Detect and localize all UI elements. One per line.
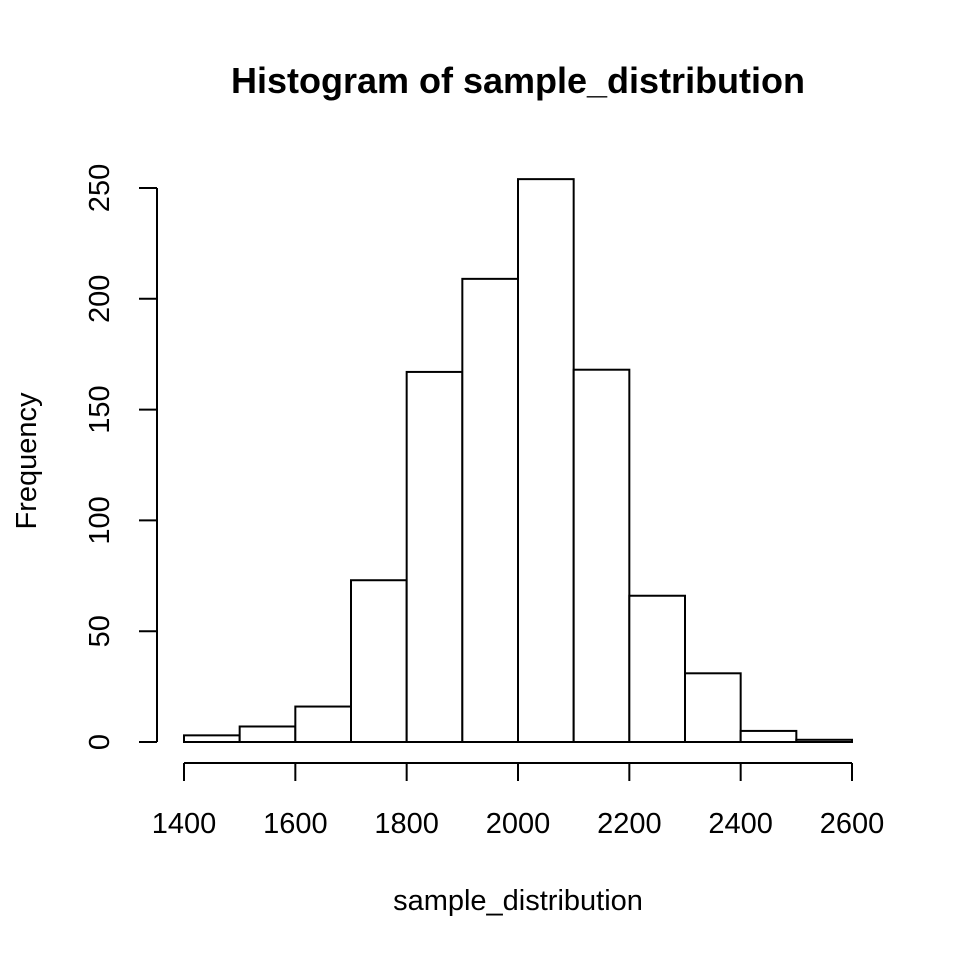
y-axis: 0 50 100 150 200 250 <box>84 164 158 750</box>
histogram-bar-10 <box>739 729 798 743</box>
y-tick-label-1: 50 <box>84 615 116 647</box>
histogram-bar-8 <box>628 594 686 744</box>
x-tick-label-0: 1400 <box>152 808 217 840</box>
x-tick-label-1: 1600 <box>263 808 328 840</box>
x-tick-label-5: 2400 <box>708 808 773 840</box>
histogram-bar-3 <box>350 579 408 743</box>
histogram-bar-9 <box>684 672 742 744</box>
histogram-bar-5 <box>461 277 520 743</box>
x-tick-label-4: 2200 <box>597 808 662 840</box>
y-tick-label-0: 0 <box>84 734 116 750</box>
histogram-bar-11 <box>795 738 853 743</box>
y-tick-label-2: 100 <box>84 496 116 544</box>
histogram-bar-1 <box>238 725 297 743</box>
x-axis: 1400 1600 1800 2000 2200 2400 2600 <box>152 762 885 840</box>
histogram-bar-4 <box>405 370 464 743</box>
x-tick-label-2: 1800 <box>374 808 439 840</box>
x-tick-label-6: 2600 <box>820 808 885 840</box>
histogram-bar-0 <box>183 734 241 743</box>
bars-group <box>183 178 853 744</box>
y-tick-label-4: 200 <box>84 275 116 323</box>
x-tick-label-3: 2000 <box>486 808 551 840</box>
histogram-bar-6 <box>517 178 575 744</box>
y-tick-label-3: 150 <box>84 385 116 433</box>
y-axis-label: Frequency <box>11 392 43 530</box>
x-axis-label: sample_distribution <box>393 885 643 917</box>
y-tick-label-5: 250 <box>84 164 116 212</box>
histogram-bar-7 <box>572 368 631 743</box>
histogram-bar-2 <box>294 705 353 744</box>
chart-title: Histogram of sample_distribution <box>231 60 805 101</box>
